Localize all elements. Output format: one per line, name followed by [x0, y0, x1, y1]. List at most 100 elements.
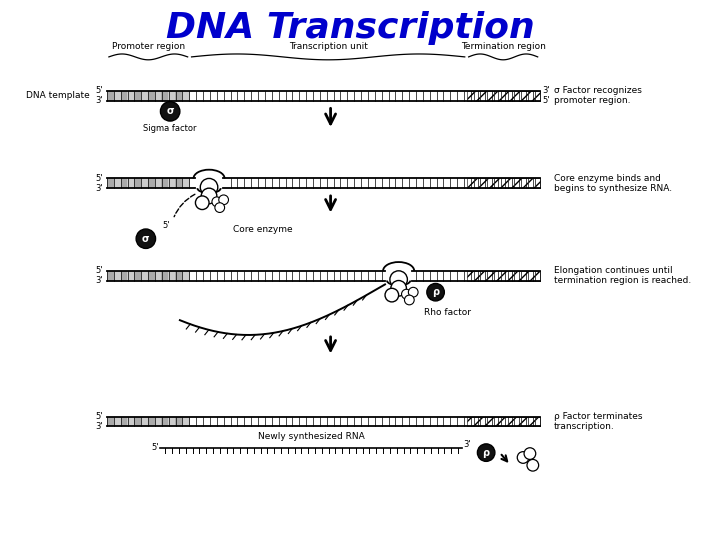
Text: 5': 5' — [96, 266, 103, 275]
Bar — [141, 417, 148, 427]
Circle shape — [527, 460, 539, 471]
Bar — [127, 417, 134, 427]
Bar — [148, 417, 155, 427]
Text: σ: σ — [142, 234, 150, 244]
Bar — [107, 271, 539, 280]
Bar — [467, 178, 474, 188]
Bar — [480, 91, 487, 100]
Bar — [168, 91, 175, 100]
Bar — [168, 417, 175, 427]
Bar — [141, 271, 148, 280]
Bar — [528, 178, 535, 188]
Text: 3': 3' — [543, 86, 550, 96]
Bar — [500, 271, 508, 280]
Bar — [467, 91, 474, 100]
Bar — [155, 178, 161, 188]
Bar — [120, 271, 127, 280]
Bar — [487, 271, 494, 280]
Circle shape — [390, 271, 408, 288]
Circle shape — [161, 102, 180, 121]
Bar — [521, 91, 528, 100]
Bar — [168, 178, 175, 188]
Bar — [161, 178, 168, 188]
Circle shape — [405, 295, 414, 305]
Text: Newly synthesized RNA: Newly synthesized RNA — [258, 432, 364, 441]
Bar — [494, 91, 500, 100]
Bar — [467, 271, 474, 280]
Text: DNA Transcription: DNA Transcription — [166, 11, 534, 45]
Bar — [467, 417, 474, 427]
Bar — [521, 417, 528, 427]
Bar — [182, 178, 189, 188]
Circle shape — [212, 197, 222, 207]
Bar — [500, 178, 508, 188]
Circle shape — [517, 451, 529, 463]
Text: Transcription unit: Transcription unit — [289, 42, 368, 51]
Bar — [107, 91, 114, 100]
Bar — [161, 417, 168, 427]
Bar — [155, 91, 161, 100]
Bar — [155, 417, 161, 427]
Bar — [528, 271, 535, 280]
Circle shape — [427, 284, 444, 301]
Bar — [134, 417, 141, 427]
Bar — [535, 271, 539, 280]
Text: Core enzyme binds and
begins to synthesize RNA.: Core enzyme binds and begins to synthesi… — [554, 173, 672, 193]
Bar — [107, 91, 539, 100]
Bar — [114, 417, 120, 427]
Bar — [514, 271, 521, 280]
Bar — [474, 91, 480, 100]
Bar — [508, 271, 514, 280]
Bar — [514, 417, 521, 427]
Circle shape — [195, 196, 209, 210]
Text: σ: σ — [166, 106, 174, 116]
Bar — [487, 91, 494, 100]
Text: 5': 5' — [96, 86, 103, 96]
Text: 5': 5' — [96, 412, 103, 421]
Text: ρ: ρ — [482, 448, 490, 457]
Bar — [514, 91, 521, 100]
Bar — [175, 91, 182, 100]
Bar — [494, 417, 500, 427]
Text: 5': 5' — [163, 221, 170, 230]
Bar — [500, 417, 508, 427]
Bar — [175, 271, 182, 280]
Bar — [535, 178, 539, 188]
Bar — [120, 417, 127, 427]
Bar — [107, 417, 539, 427]
Bar — [480, 178, 487, 188]
Bar — [127, 91, 134, 100]
Bar — [148, 178, 155, 188]
Bar — [508, 91, 514, 100]
Bar — [514, 178, 521, 188]
Bar — [508, 417, 514, 427]
Bar — [141, 178, 148, 188]
Bar — [521, 271, 528, 280]
Text: Promoter region: Promoter region — [112, 42, 185, 51]
Bar — [500, 91, 508, 100]
Bar — [161, 91, 168, 100]
Circle shape — [402, 289, 411, 299]
Bar — [134, 271, 141, 280]
Bar — [134, 178, 141, 188]
Bar — [480, 271, 487, 280]
Circle shape — [202, 188, 217, 204]
Circle shape — [200, 178, 217, 196]
Text: 3': 3' — [96, 276, 103, 285]
Bar — [127, 178, 134, 188]
Bar — [521, 178, 528, 188]
Bar — [487, 417, 494, 427]
Bar — [480, 417, 487, 427]
Text: σ Factor recognizes
promoter region.: σ Factor recognizes promoter region. — [554, 86, 642, 105]
Text: ρ: ρ — [432, 287, 439, 297]
Bar — [155, 271, 161, 280]
Circle shape — [408, 287, 418, 297]
Text: Rho factor: Rho factor — [424, 308, 471, 317]
Text: 3': 3' — [96, 422, 103, 431]
Bar — [161, 271, 168, 280]
Bar — [535, 91, 539, 100]
Bar — [494, 178, 500, 188]
Bar — [487, 178, 494, 188]
Text: Termination region: Termination region — [461, 42, 546, 51]
Bar — [175, 417, 182, 427]
